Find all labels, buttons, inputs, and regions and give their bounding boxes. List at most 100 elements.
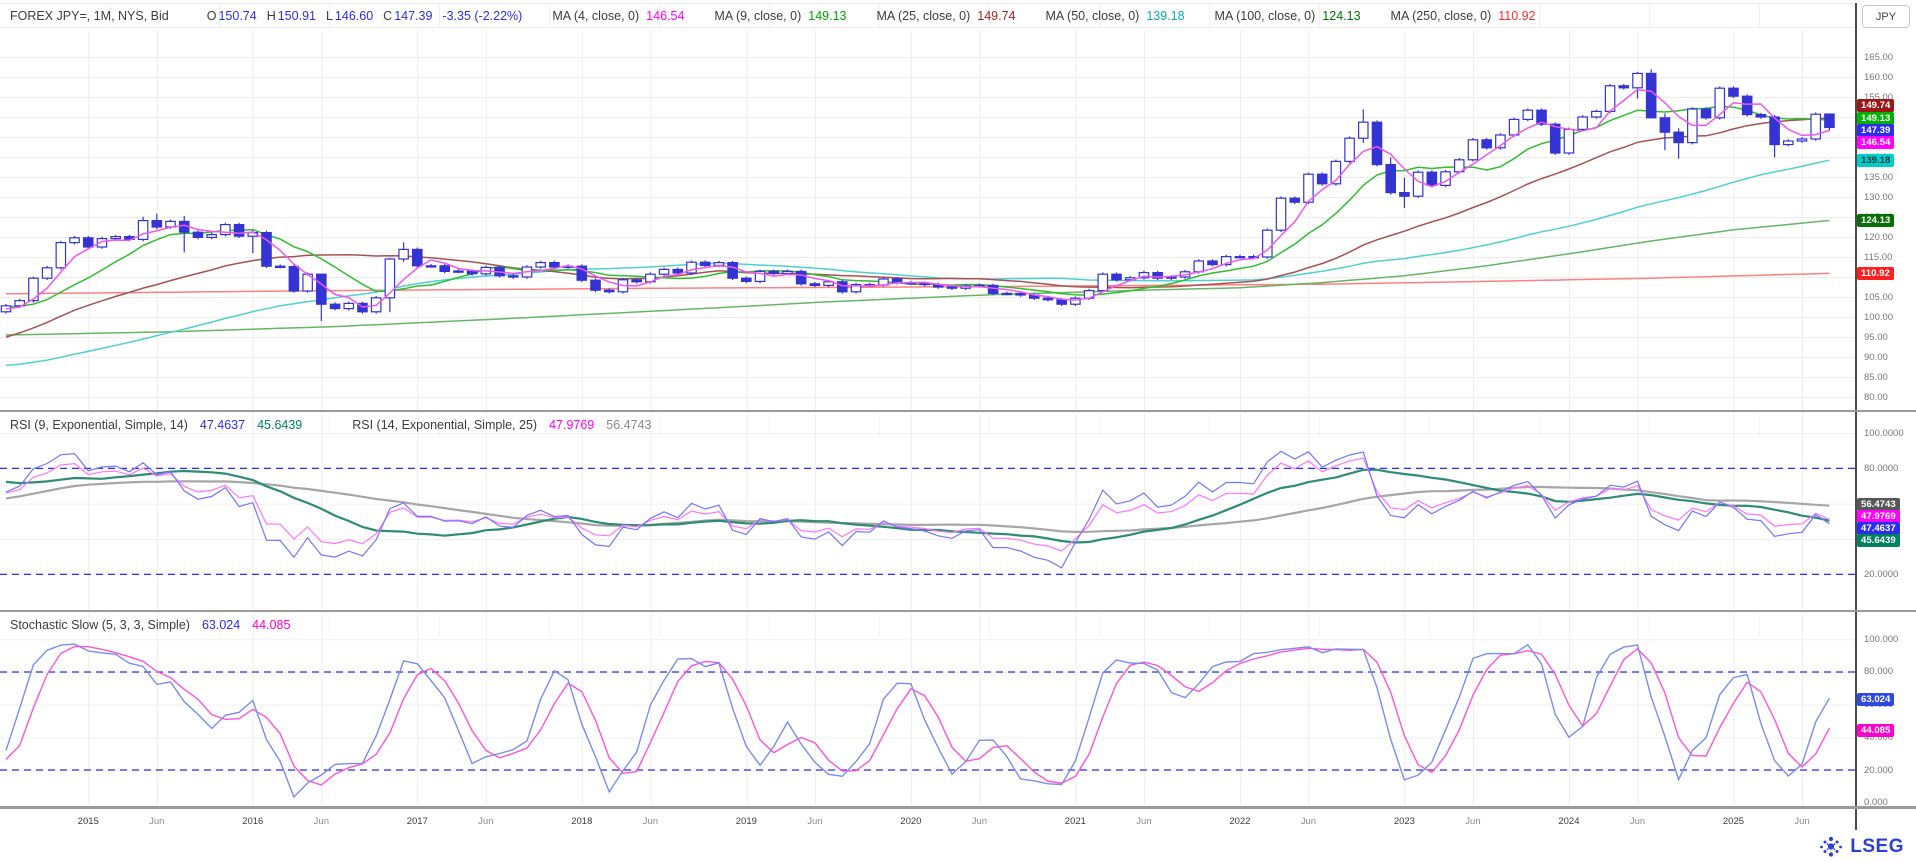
low-value: 146.60	[334, 8, 374, 23]
ma-legend-50[interactable]: MA (50, close, 0) 139.18	[1046, 9, 1185, 23]
lseg-brand-text: LSEG	[1850, 836, 1904, 857]
ma9-label: MA (9, close, 0)	[714, 8, 802, 23]
gridlines	[88, 613, 1804, 805]
price-axis-label: 95.00	[1864, 331, 1888, 343]
gridlines	[88, 413, 1804, 609]
instrument-title[interactable]: FOREX JPY=, 1M, NYS, Bid	[10, 8, 169, 23]
change-value: -3.35 (-2.22%)	[442, 8, 523, 23]
stoch-axis-label: 0.000	[1864, 797, 1888, 809]
x-axis-month-tick[interactable]: Jun	[1794, 816, 1810, 827]
x-axis-month-tick[interactable]: Jun	[478, 816, 494, 827]
stoch-axis-label: 100.000	[1864, 633, 1899, 645]
axis-value-badge: 63.024	[1857, 693, 1895, 707]
price-axis-label: 120.00	[1864, 231, 1894, 243]
price-axis-label: 115.00	[1864, 251, 1893, 263]
ma-legend-25[interactable]: MA (25, close, 0) 149.74	[876, 9, 1015, 23]
x-axis-month-tick[interactable]: Jun	[642, 816, 659, 827]
open-value: 150.74	[218, 8, 257, 23]
x-axis-year-tick[interactable]: 2024	[1558, 816, 1580, 827]
ma9-value: 149.13	[808, 8, 847, 23]
price-axis-label: 105.00	[1864, 291, 1894, 303]
axis-value-badge: 44.085	[1857, 724, 1895, 738]
ma25-label: MA (25, close, 0)	[876, 8, 971, 23]
axis-value-badge: 147.39	[1857, 123, 1895, 137]
ma100-value: 124.13	[1322, 8, 1361, 23]
ma-line	[5, 219, 1830, 336]
ohlc-quote: O 150.74 H 150.91 L 146.60 C 147.39 -3.35 (-…	[199, 9, 523, 23]
price-axis-divider	[1855, 3, 1857, 830]
rsi-axis-label: 20.0000	[1864, 568, 1899, 580]
stochastic-panel-chart[interactable]	[0, 613, 1855, 805]
ma-line	[5, 105, 1830, 308]
price-axis-label: 165.00	[1864, 51, 1894, 63]
stoch-axis-label: 40.000	[1864, 731, 1894, 743]
axis-value-badge: 139.18	[1857, 153, 1895, 167]
rsi-axis-label: 80.0000	[1864, 462, 1899, 474]
x-axis-month-tick[interactable]: Jun	[313, 816, 329, 827]
ma-line	[5, 117, 1830, 338]
price-axis-label: 90.00	[1864, 351, 1888, 363]
time-axis[interactable]: 2015 Jun 2016 Jun 2017 Jun 2018 Jun 2019 Jun 2020 J…	[0, 810, 1916, 834]
ma100-label: MA (100, close, 0)	[1214, 8, 1316, 23]
x-axis-year-tick[interactable]: 2020	[900, 816, 922, 827]
ma50-label: MA (50, close, 0)	[1045, 8, 1140, 23]
ma-line	[5, 88, 1830, 310]
x-axis-year-tick[interactable]: 2022	[1229, 816, 1251, 827]
ma250-label: MA (250, close, 0)	[1390, 8, 1492, 23]
axis-value-badge: 110.92	[1857, 266, 1894, 280]
panel-separator[interactable]	[0, 610, 1916, 612]
high-label: H	[266, 8, 276, 23]
currency-axis-button[interactable]: JPY	[1862, 5, 1910, 28]
ma-legend-250[interactable]: MA (250, close, 0) 110.92	[1391, 9, 1536, 23]
lseg-brand: LSEG	[1818, 835, 1904, 859]
price-axis-label: 100.00	[1864, 311, 1894, 323]
x-axis-month-tick[interactable]: Jun	[807, 816, 823, 827]
x-axis-year-tick[interactable]: 2021	[1064, 816, 1086, 827]
price-axis-label: 155.00	[1864, 91, 1894, 103]
axis-value-badge: 47.4637	[1857, 522, 1900, 536]
x-axis-month-tick[interactable]: Jun	[149, 816, 165, 827]
x-axis-year-tick[interactable]: 2017	[406, 816, 428, 827]
rsi-line	[5, 457, 1830, 552]
rsi-line	[5, 468, 1830, 544]
rsi-line	[5, 480, 1830, 534]
x-axis-year-tick[interactable]: 2025	[1722, 816, 1745, 827]
close-value: 147.39	[394, 8, 433, 23]
x-axis-month-tick[interactable]: Jun	[1136, 816, 1152, 827]
x-axis-year-tick[interactable]: 2023	[1393, 816, 1415, 827]
ma-legend-9[interactable]: MA (9, close, 0) 149.13	[714, 9, 846, 23]
panel-separator[interactable]	[0, 410, 1916, 412]
x-axis-year-tick[interactable]: 2019	[735, 816, 757, 827]
panel-separator[interactable]	[0, 806, 1916, 809]
rsi-panel-chart[interactable]	[0, 413, 1855, 609]
price-axis-label: 130.00	[1864, 191, 1894, 203]
chart-legend-bar: FOREX JPY=, 1M, NYS, Bid O 150.74 H 150.91…	[0, 3, 1853, 28]
x-axis-month-tick[interactable]: Jun	[971, 816, 988, 827]
ma-legend-100[interactable]: MA (100, close, 0) 124.13	[1215, 9, 1361, 23]
x-axis-year-tick[interactable]: 2015	[77, 816, 99, 827]
axis-value-badge: 47.9769	[1857, 509, 1900, 523]
main-price-chart[interactable]	[0, 30, 1855, 410]
price-axis-label: 80.00	[1864, 391, 1888, 403]
rsi-axis-label: 100.0000	[1864, 427, 1904, 439]
ma4-value: 146.54	[646, 8, 685, 23]
open-label: O	[206, 8, 217, 23]
price-axis-label: 85.00	[1864, 371, 1888, 383]
ma4-label: MA (4, close, 0)	[552, 8, 640, 23]
stoch-axis-label: 20.000	[1864, 764, 1894, 776]
axis-value-badge: 146.54	[1857, 136, 1895, 149]
ma-legend-4[interactable]: MA (4, close, 0) 146.54	[552, 9, 684, 23]
x-axis-year-tick[interactable]: 2018	[571, 816, 593, 827]
x-axis-month-tick[interactable]: Jun	[1629, 816, 1646, 827]
x-axis-month-tick[interactable]: Jun	[1300, 816, 1317, 827]
stoch-line	[5, 643, 1831, 799]
axis-value-badge: 45.6439	[1857, 534, 1900, 548]
ma25-value: 149.74	[977, 8, 1016, 23]
price-gridlines	[0, 57, 1855, 398]
axis-value-badge: 124.13	[1857, 213, 1895, 227]
lseg-logo-icon	[1820, 836, 1843, 857]
price-axis-label: 160.00	[1864, 71, 1894, 83]
x-axis-month-tick[interactable]: Jun	[1465, 816, 1481, 827]
x-axis-year-tick[interactable]: 2016	[242, 816, 264, 827]
